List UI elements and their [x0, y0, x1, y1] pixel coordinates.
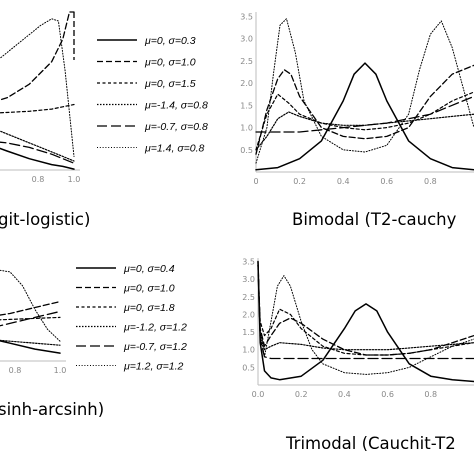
y-tick-label: 0.5	[242, 363, 255, 372]
legend-label: μ=-1.2, σ=1.2	[123, 322, 187, 334]
series-line	[257, 268, 474, 356]
panel-3-x-tick: 1.0	[54, 366, 67, 375]
series-line	[0, 310, 61, 327]
y-tick-label: 1.0	[240, 124, 253, 133]
series-line	[255, 111, 474, 151]
panel-4-caption: Trimodal (Cauchit-T2	[285, 434, 456, 453]
series-line	[257, 264, 474, 351]
y-tick-label: 1.5	[240, 101, 253, 110]
series-line	[255, 64, 474, 155]
y-tick-label: 3.0	[242, 275, 255, 284]
legend-label: μ=1.4, σ=0.8	[144, 143, 205, 155]
legend-label: μ=0, σ=1.5	[144, 78, 196, 90]
x-tick-label: 0.2	[295, 390, 308, 399]
panel-3-caption: sinh-arcsinh)	[0, 400, 104, 419]
panel-1: 0.8 1.0 μ=0, σ=0.3μ=0, σ=1.0μ=0, σ=1.5μ=…	[0, 11, 208, 229]
legend-label: μ=0, σ=0.3	[144, 35, 196, 47]
panel-1-x-tick: 0.8	[32, 175, 45, 184]
panel-4-curves	[257, 260, 474, 383]
panel-1-curves	[0, 11, 75, 170]
series-line	[255, 91, 474, 151]
x-tick-label: 0	[253, 177, 258, 186]
x-tick-label: 0.2	[293, 177, 306, 186]
series-line	[0, 300, 61, 316]
series-line	[257, 264, 474, 360]
series-line	[0, 147, 75, 170]
panel-3-legend: μ=0, σ=0.4 μ=0, σ=1.0 μ=0, σ=1.8 μ=-1.2, σ=…	[76, 263, 187, 373]
x-tick-label: 0.4	[337, 177, 350, 186]
y-tick-label: 2.5	[242, 293, 255, 302]
series-line	[0, 340, 61, 354]
series-line	[255, 18, 474, 164]
series-line	[0, 18, 75, 157]
panel-2-curves	[255, 18, 474, 171]
series-line	[257, 260, 474, 383]
series-line	[0, 269, 61, 342]
series-line	[0, 103, 75, 114]
series-line	[257, 260, 474, 356]
panel-3: 0.8 1.0 μ=0, σ=0.4μ=0, σ=1.0μ=0, σ=1.8μ=…	[0, 263, 187, 419]
panel-2-caption: Bimodal (T2-cauchy	[292, 210, 457, 229]
legend-label: μ=0, σ=1.0	[144, 57, 196, 69]
legend-label: μ=0, σ=0.4	[123, 263, 175, 275]
legend-label: μ=1.2, σ=1.2	[123, 361, 184, 373]
y-tick-label: 3.5	[240, 12, 253, 21]
panel-1-caption: git-logistic)	[0, 210, 90, 229]
panel-3-curves	[0, 269, 61, 354]
y-tick-label: 2.0	[240, 79, 253, 88]
y-tick-label: 0.5	[240, 146, 253, 155]
series-line	[255, 62, 474, 171]
y-tick-label: 2.5	[240, 57, 253, 66]
x-tick-label: 0.4	[338, 390, 351, 399]
series-line	[0, 11, 75, 101]
legend-label: μ=-1.4, σ=0.8	[144, 100, 208, 112]
y-tick-label: 2.0	[242, 310, 255, 319]
panel-4: 0.5 1.0 1.5 2.0 2.5 3.0 3.5 0.0 0.2 0.4 0.6 0.8 Tr…	[242, 258, 474, 453]
x-tick-label: 0.6	[380, 177, 393, 186]
y-tick-label: 3.0	[240, 35, 253, 44]
series-line	[0, 130, 75, 162]
series-line	[0, 141, 75, 164]
panel-3-x-tick: 0.8	[9, 366, 22, 375]
series-line	[257, 261, 474, 375]
y-tick-label: 1.0	[242, 346, 255, 355]
panel-1-x-tick: 1.0	[68, 175, 81, 184]
legend-label: μ=-0.7, σ=1.2	[123, 341, 187, 353]
x-tick-label: 0.6	[381, 390, 394, 399]
legend-label: μ=-0.7, σ=0.8	[144, 121, 208, 133]
legend-label: μ=0, σ=1.0	[123, 283, 175, 295]
legend-label: μ=0, σ=1.8	[123, 302, 175, 314]
y-tick-label: 1.5	[242, 328, 255, 337]
x-tick-label: 0.0	[252, 390, 265, 399]
series-line	[255, 95, 474, 133]
panel-2: 0.5 1.0 1.5 2.0 2.5 3.0 3.5 0 0.2 0.4 0.6 0.8 Bimo…	[240, 12, 474, 229]
x-tick-label: 0.8	[424, 177, 437, 186]
panel-1-legend: μ=0, σ=0.3 μ=0, σ=1.0 μ=0, σ=1.5 μ=-1.4, σ=…	[97, 35, 208, 155]
y-tick-label: 3.5	[242, 258, 255, 267]
x-tick-label: 0.8	[424, 390, 437, 399]
